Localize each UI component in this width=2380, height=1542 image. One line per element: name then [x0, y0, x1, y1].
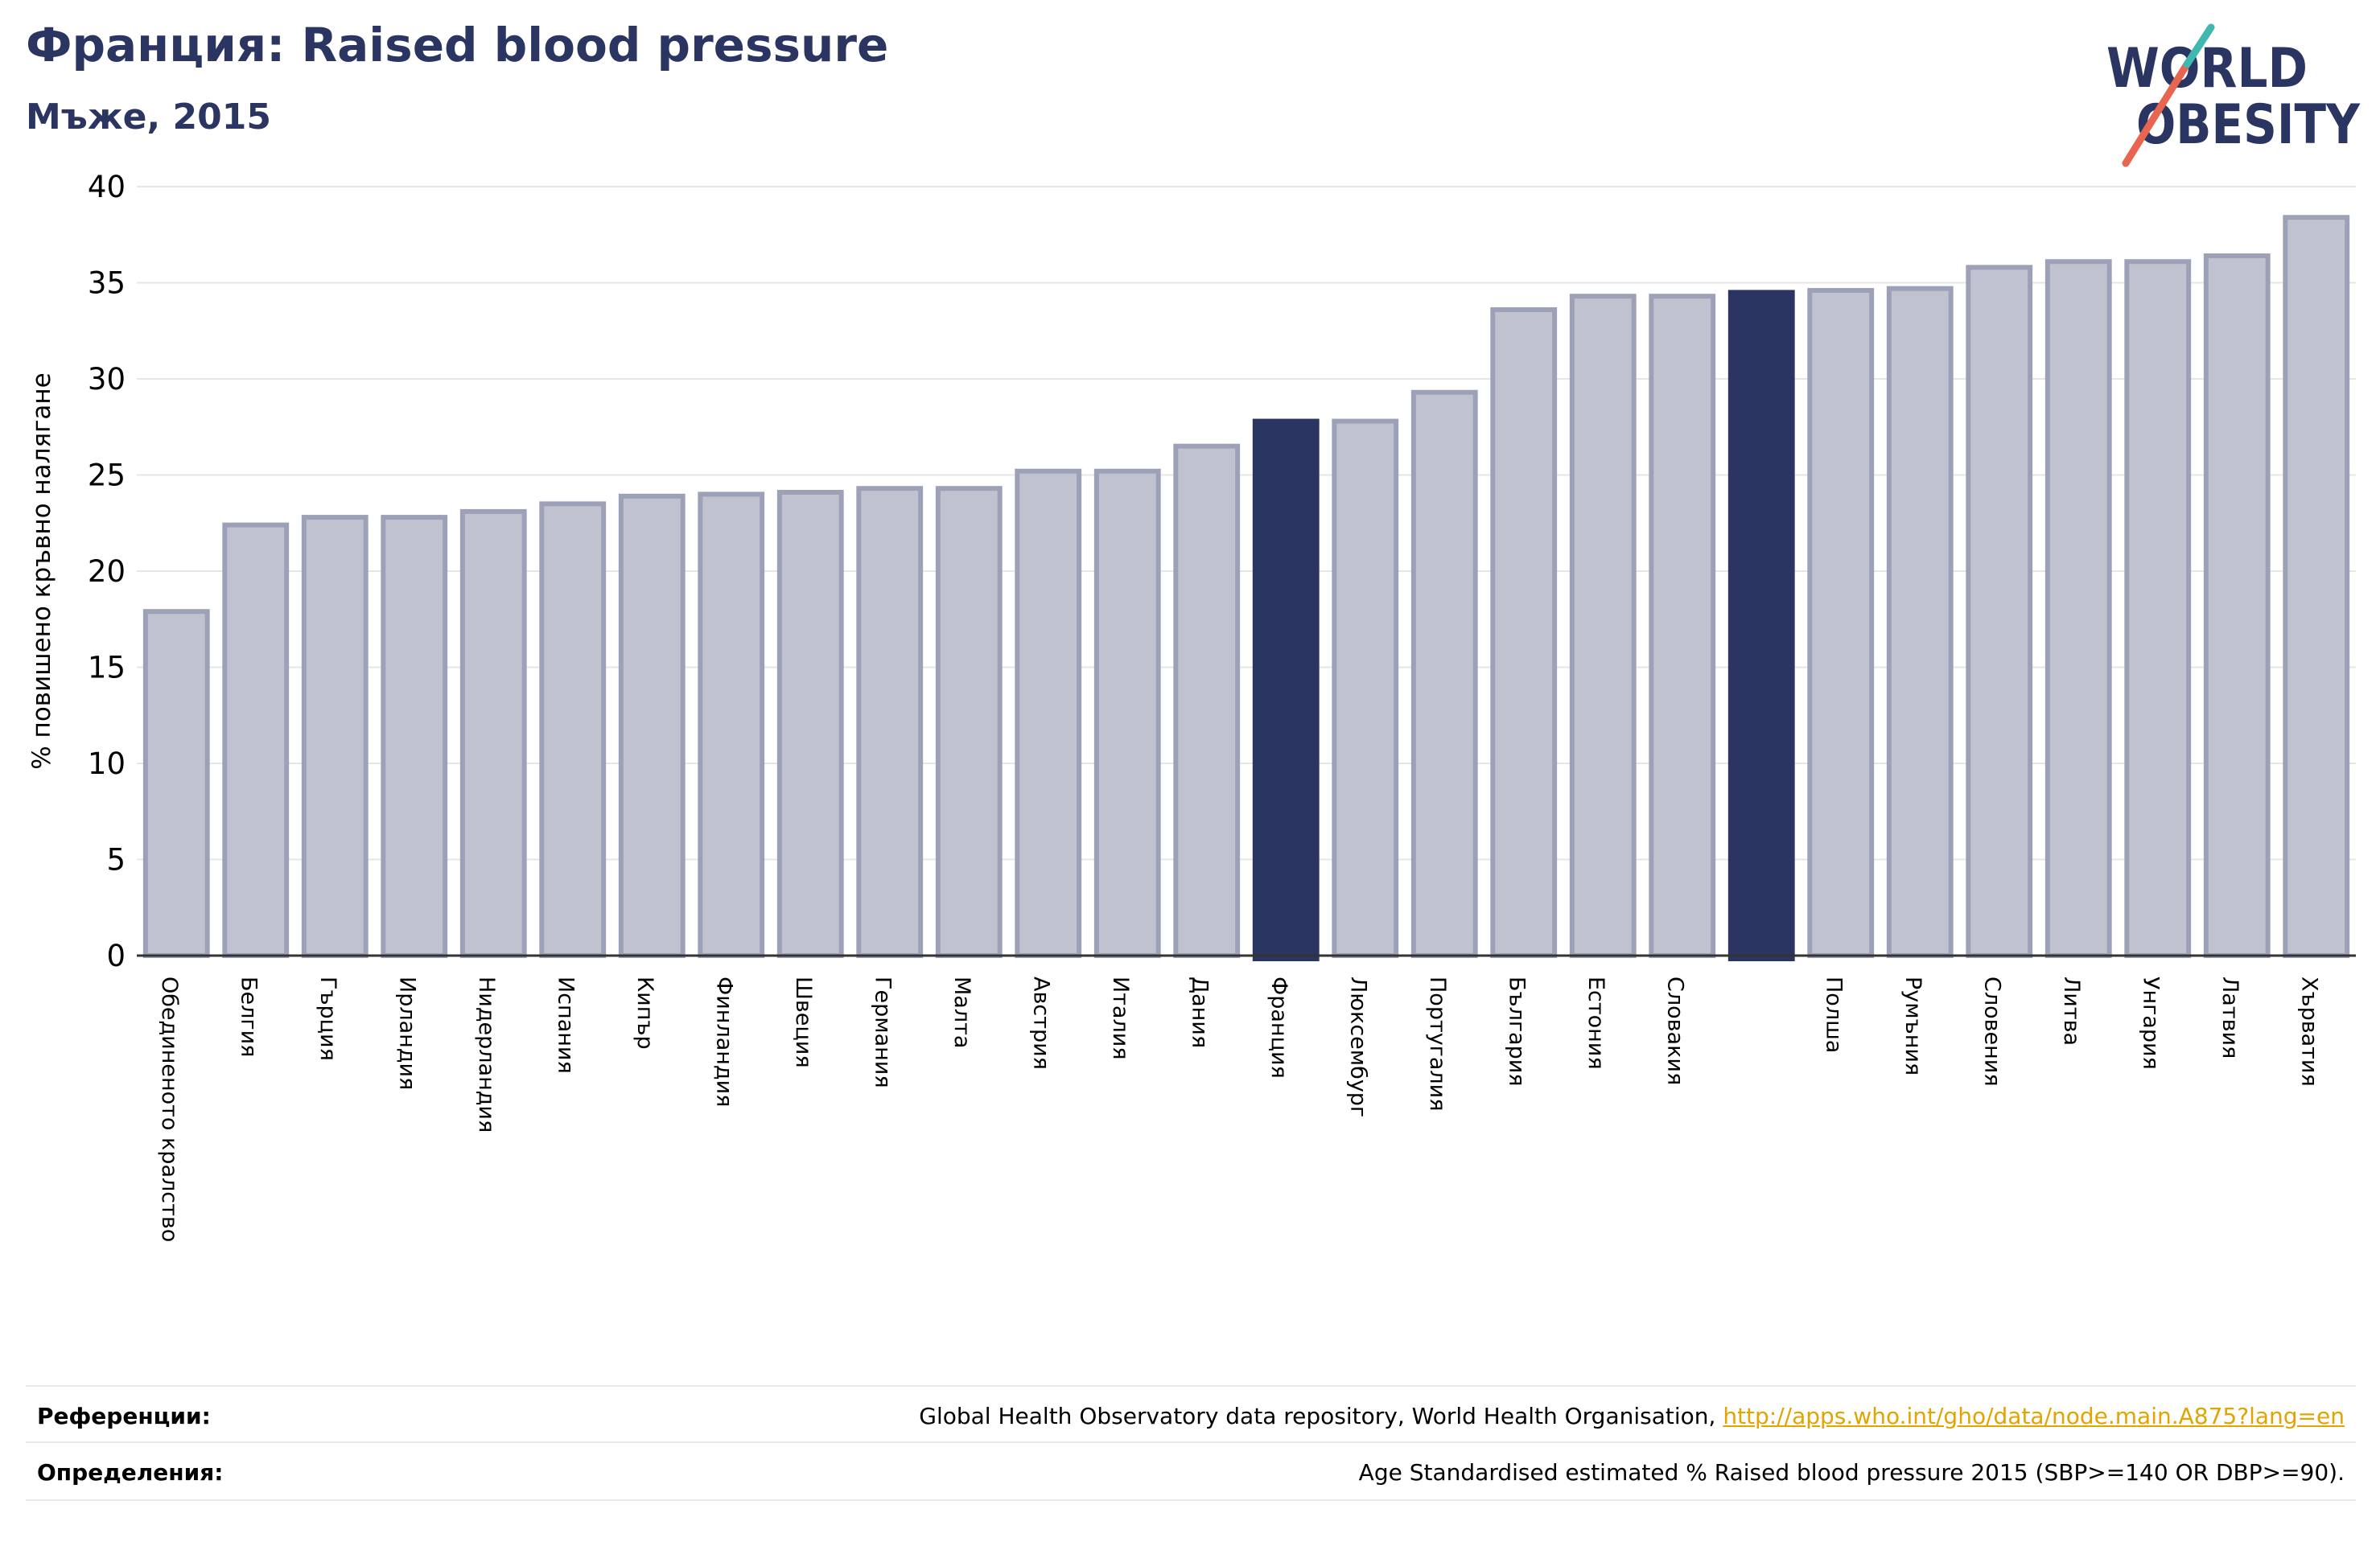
bar — [459, 508, 527, 958]
x-tick-label: Румъния — [1900, 977, 1925, 1075]
references-text: Global Health Observatory data repositor… — [919, 1403, 2345, 1429]
bar — [1093, 468, 1161, 958]
bar — [1807, 288, 1875, 958]
x-tick-label: Португалия — [1425, 977, 1450, 1111]
bar — [539, 501, 607, 958]
bar — [1410, 389, 1478, 959]
x-tick-label: Естония — [1583, 977, 1608, 1070]
x-tick-label: Австрия — [1028, 977, 1053, 1070]
bar — [1015, 468, 1082, 958]
bar — [1173, 443, 1241, 958]
x-tick-label: Финландия — [711, 977, 736, 1107]
x-tick-label: Германия — [870, 977, 895, 1088]
x-tick-label: Гърция — [315, 977, 340, 1061]
x-tick-label: Дания — [1187, 977, 1212, 1048]
bar — [222, 522, 290, 958]
page-subtitle: Мъже, 2015 — [26, 97, 271, 138]
bar — [618, 493, 686, 958]
bar — [935, 486, 1003, 958]
y-tick-label: 15 — [88, 651, 126, 685]
x-tick-label: Унгария — [2138, 977, 2163, 1070]
x-tick-label: Франция — [1266, 977, 1291, 1079]
x-tick-label: Словакия — [1662, 977, 1687, 1085]
x-tick-label: Обединеното кралство — [157, 977, 182, 1242]
x-tick-label: Полша — [1821, 977, 1846, 1053]
x-tick-label: Люксембург — [1345, 977, 1370, 1117]
x-tick-label: Хърватия — [2296, 977, 2321, 1087]
x-tick-label: Нидерландия — [474, 977, 499, 1133]
y-axis-label: % повишено кръвно налягане — [27, 372, 56, 770]
bar — [1886, 286, 1954, 959]
logo-slash-teal — [2183, 23, 2215, 68]
x-tick-label: Испания — [553, 977, 578, 1074]
x-tick-label: Ирландия — [394, 977, 419, 1090]
bar — [698, 491, 765, 958]
x-tick-label: Латвия — [2217, 977, 2242, 1059]
x-axis-labels: Обединеното кралство Белгия Гърция Ирландия… — [157, 977, 2322, 1242]
logo-slash-red — [2122, 60, 2191, 167]
bar — [1966, 265, 2033, 958]
bar — [1569, 294, 1637, 959]
y-tick-label: 10 — [88, 746, 126, 781]
y-tick-label: 25 — [88, 458, 126, 493]
y-axis-ticks: 0 5 10 15 20 25 30 35 40 — [88, 170, 126, 973]
world-obesity-logo: WORLD OBESITY — [2106, 23, 2361, 167]
definitions-row: Определения: Age Standardised estimated … — [26, 1441, 2356, 1501]
bar — [142, 609, 210, 958]
y-tick-label: 20 — [88, 554, 126, 589]
bar-chart: 0 5 10 15 20 25 30 35 40 Обединеното кралство Бел… — [27, 170, 2356, 1242]
bar — [2283, 215, 2350, 958]
bar — [2124, 259, 2192, 958]
x-tick-label: Белгия — [236, 977, 261, 1057]
references-row: Референции: Global Health Observatory da… — [26, 1385, 2356, 1443]
bar — [1332, 418, 1399, 958]
x-tick-label: Литва — [2059, 977, 2084, 1046]
y-tick-label: 0 — [106, 939, 126, 973]
x-tick-label: Словения — [1979, 977, 2004, 1087]
bar — [1490, 306, 1558, 958]
bar — [301, 515, 369, 958]
y-tick-label: 30 — [88, 362, 126, 397]
x-tick-label: България — [1504, 977, 1529, 1087]
references-label: Референции: — [37, 1403, 211, 1429]
bar — [2203, 253, 2271, 959]
bar — [776, 490, 844, 958]
bar-highlight — [1252, 418, 1320, 961]
x-tick-label: Кипър — [632, 977, 657, 1050]
bar — [1649, 294, 1716, 959]
definitions-label: Определения: — [37, 1459, 224, 1486]
references-link[interactable]: http://apps.who.int/gho/data/node.main.A… — [1723, 1403, 2345, 1429]
bar-highlight — [1727, 290, 1795, 961]
x-tick-label: Малта — [949, 977, 974, 1048]
y-tick-label: 35 — [88, 266, 126, 301]
x-tick-label: Швеция — [791, 977, 816, 1068]
bar — [2044, 259, 2112, 958]
bar — [381, 515, 448, 958]
page-title: Франция: Raised blood pressure — [26, 18, 889, 72]
y-tick-label: 5 — [106, 843, 126, 878]
logo-line-1: WORLD — [2106, 37, 2308, 101]
chart-bars — [142, 215, 2350, 961]
x-tick-label: Италия — [1108, 977, 1133, 1060]
y-tick-label: 40 — [88, 170, 126, 204]
references-source: Global Health Observatory data repositor… — [919, 1403, 1723, 1429]
logo-line-2: OBESITY — [2136, 93, 2361, 157]
definitions-text: Age Standardised estimated % Raised bloo… — [1358, 1459, 2345, 1486]
bar — [856, 486, 924, 958]
